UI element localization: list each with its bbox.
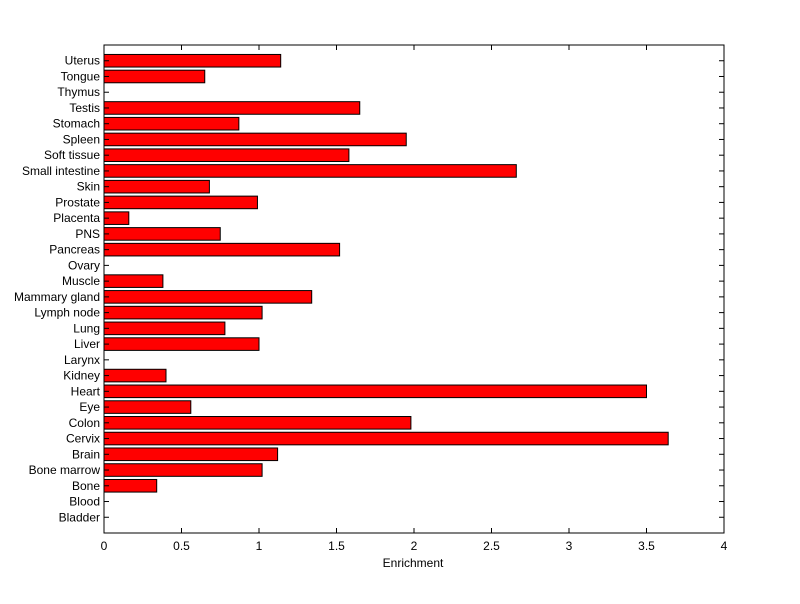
y-tick-label: PNS [75, 227, 100, 241]
bar-tongue [103, 69, 206, 84]
y-tick-label: Bone [72, 479, 100, 493]
y-tick-label: Spleen [63, 132, 100, 146]
y-tick-label: Bone marrow [29, 463, 101, 477]
x-tick-label: 1.5 [328, 539, 345, 553]
y-tick-label: Thymus [57, 85, 100, 99]
y-tick-label: Brain [72, 447, 100, 461]
bar-prostate [103, 195, 258, 210]
bar-bone-marrow [103, 463, 263, 477]
bar-soft-tissue [103, 148, 350, 162]
bar-cervix [103, 431, 669, 446]
y-tick-label: Tongue [61, 69, 101, 83]
y-tick-label: Testis [69, 101, 100, 115]
x-tick-label: 3.5 [638, 539, 655, 553]
x-tick-label: 4 [721, 539, 728, 553]
bar-lymph-node [103, 305, 263, 320]
y-tick-label: Colon [69, 416, 100, 430]
bar-bone [103, 478, 158, 493]
bar-pancreas [103, 242, 341, 257]
bar-kidney [103, 368, 167, 383]
y-tick-label: Ovary [68, 258, 100, 272]
y-tick-label: Bladder [59, 510, 100, 524]
y-tick-label: Cervix [66, 432, 100, 446]
bar-spleen [103, 132, 407, 147]
y-tick-label: Skin [77, 180, 100, 194]
bar-muscle [103, 274, 164, 288]
bar-small-intestine [103, 164, 517, 178]
y-tick-label: Lymph node [34, 306, 100, 320]
x-tick-label: 0 [101, 539, 108, 553]
y-tick-label: Small intestine [22, 164, 100, 178]
x-axis-label: Enrichment [383, 556, 444, 570]
x-tick-label: 1 [256, 539, 263, 553]
y-tick-label: Soft tissue [44, 148, 100, 162]
bar-skin [103, 179, 210, 194]
y-tick-label: Heart [71, 384, 101, 398]
bar-uterus [103, 53, 282, 68]
y-tick-label: Eye [79, 400, 100, 414]
bar-brain [103, 447, 279, 462]
y-tick-label: Pancreas [49, 243, 100, 257]
bar-lung [103, 321, 226, 336]
bar-heart [103, 384, 647, 399]
bar-mammary-gland [103, 290, 313, 304]
bar-colon [103, 416, 412, 430]
y-tick-label: Liver [74, 337, 100, 351]
x-tick-label: 2 [411, 539, 418, 553]
y-tick-label: Larynx [64, 353, 100, 367]
y-tick-label: Kidney [63, 369, 100, 383]
bar-liver [103, 337, 260, 351]
bar-stomach [103, 116, 240, 131]
y-tick-label: Blood [69, 495, 100, 509]
x-tick-label: 0.5 [173, 539, 190, 553]
y-tick-label: Mammary gland [14, 290, 100, 304]
bar-testis [103, 101, 361, 115]
bar-eye [103, 400, 192, 414]
y-tick-label: Uterus [65, 54, 100, 68]
x-tick-label: 2.5 [483, 539, 500, 553]
y-tick-label: Placenta [53, 211, 100, 225]
x-tick-label: 3 [566, 539, 573, 553]
y-tick-label: Muscle [62, 274, 100, 288]
y-tick-label: Stomach [53, 117, 100, 131]
y-tick-label: Lung [73, 321, 100, 335]
bar-pns [103, 227, 221, 241]
plot-frame [103, 44, 725, 534]
y-tick-label: Prostate [55, 195, 100, 209]
